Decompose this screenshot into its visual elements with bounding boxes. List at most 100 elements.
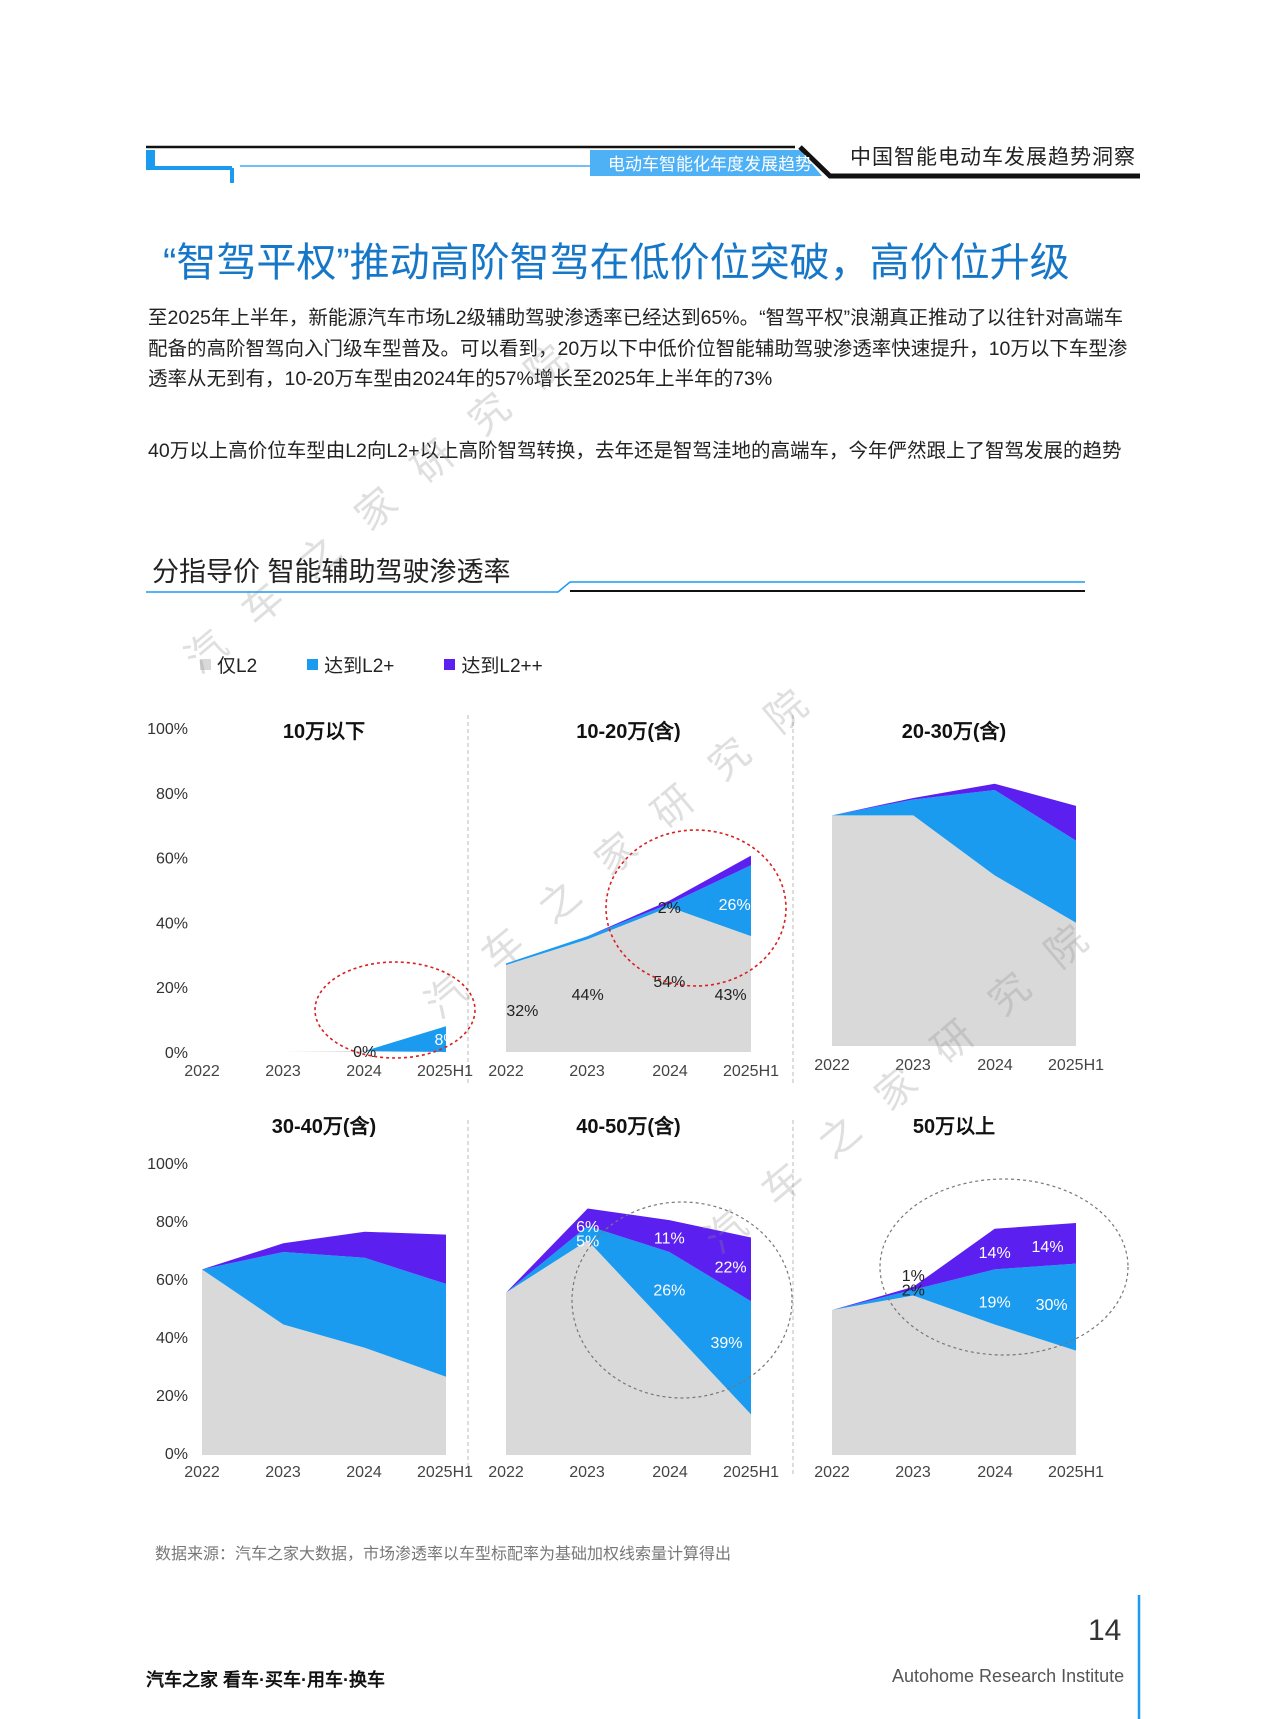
paragraph-2: 40万以上高价位车型由L2向L2+以上高阶智驾转换，去年还是智驾洼地的高端车，今… bbox=[148, 440, 1122, 462]
area-l2plus bbox=[506, 1225, 751, 1415]
area-l2 bbox=[202, 1269, 446, 1455]
legend-label-l2: 仅L2 bbox=[217, 656, 258, 677]
y-tick-label: 60% bbox=[156, 851, 188, 868]
paragraph-1: 至2025年上半年，新能源汽车市场L2级辅助驾驶渗透率已经达到65%。“智驾平权… bbox=[148, 307, 1128, 390]
data-label: 5% bbox=[576, 1233, 599, 1250]
area-l2plus bbox=[202, 1026, 446, 1052]
x-tick-label: 2022 bbox=[488, 1464, 524, 1481]
x-tick-label: 2024 bbox=[977, 1464, 1013, 1481]
chart-title: 10万以下 bbox=[283, 720, 365, 743]
header-report-title: 中国智能电动车发展趋势洞察 bbox=[850, 146, 1136, 169]
x-tick-label: 2022 bbox=[488, 1063, 524, 1080]
data-label: 0% bbox=[353, 1044, 376, 1061]
section-underline bbox=[146, 581, 1085, 593]
area-l2pp bbox=[832, 783, 1076, 841]
legend-swatch-l2plus bbox=[307, 659, 319, 670]
legend-item-l2pp: 达到L2++ bbox=[444, 651, 543, 678]
data-label: 19% bbox=[979, 1294, 1011, 1311]
data-label: 8% bbox=[434, 1032, 457, 1049]
legend-item-l2: 仅L2 bbox=[200, 651, 257, 678]
data-label: 1% bbox=[902, 1268, 925, 1285]
x-tick-label: 2025H1 bbox=[417, 1063, 473, 1080]
page-title: “智驾平权”推动高阶智驾在低价位突破，高价位升级 bbox=[163, 241, 1070, 285]
chart-title: 40-50万(含) bbox=[576, 1114, 680, 1138]
chart-title: 30-40万(含) bbox=[272, 1114, 376, 1138]
area-l2 bbox=[202, 1051, 446, 1052]
y-tick-label: 40% bbox=[156, 915, 188, 932]
x-tick-label: 2024 bbox=[652, 1063, 688, 1080]
highlight-circle bbox=[605, 829, 787, 987]
area-l2plus bbox=[506, 865, 751, 966]
area-l2plus bbox=[832, 1263, 1076, 1351]
x-tick-label: 2023 bbox=[569, 1063, 605, 1080]
data-label: 43% bbox=[715, 987, 747, 1004]
header-section-tab-bg bbox=[590, 150, 822, 176]
area-l2 bbox=[506, 907, 751, 1052]
chart-title: 50万以上 bbox=[913, 1115, 995, 1138]
header-accent-block bbox=[146, 150, 155, 166]
y-tick-label: 40% bbox=[156, 1330, 188, 1347]
footer-institute: Autohome Research Institute bbox=[892, 1666, 1125, 1686]
x-tick-label: 2025H1 bbox=[723, 1464, 779, 1481]
data-label: 26% bbox=[653, 1283, 685, 1300]
data-label: 39% bbox=[710, 1335, 742, 1352]
y-tick-label: 20% bbox=[156, 980, 188, 997]
y-tick-label: 60% bbox=[156, 1272, 188, 1289]
area-l2pp bbox=[202, 1231, 446, 1284]
y-tick-label: 80% bbox=[156, 786, 188, 803]
legend-item-l2plus: 达到L2+ bbox=[307, 651, 394, 678]
legend-swatch-l2pp bbox=[444, 659, 456, 670]
data-label: 30% bbox=[1036, 1297, 1068, 1314]
y-tick-label: 100% bbox=[147, 1156, 188, 1173]
header-decoration bbox=[146, 145, 1140, 183]
highlight-circle bbox=[879, 1178, 1129, 1356]
x-tick-label: 2024 bbox=[977, 1057, 1013, 1074]
area-l2pp bbox=[506, 1208, 751, 1302]
x-tick-label: 2023 bbox=[569, 1464, 605, 1481]
legend-label-l2plus: 达到L2+ bbox=[324, 656, 395, 677]
data-label: 32% bbox=[506, 1003, 538, 1020]
data-label: 2% bbox=[658, 900, 681, 917]
data-label: 6% bbox=[576, 1219, 599, 1236]
x-tick-label: 2022 bbox=[814, 1057, 850, 1074]
area-l2plus bbox=[202, 1252, 446, 1377]
x-tick-label: 2023 bbox=[265, 1063, 301, 1080]
data-label: 11% bbox=[654, 1231, 685, 1248]
y-tick-label: 20% bbox=[156, 1388, 188, 1405]
x-tick-label: 2024 bbox=[346, 1464, 382, 1481]
area-l2 bbox=[832, 815, 1076, 1046]
page-number: 14 bbox=[1088, 1614, 1122, 1647]
x-tick-label: 2023 bbox=[895, 1464, 931, 1481]
header-section-tab: 电动车智能化年度发展趋势 bbox=[608, 155, 812, 174]
footer-divider bbox=[1137, 1595, 1141, 1719]
y-tick-label: 100% bbox=[147, 721, 188, 738]
x-tick-label: 2024 bbox=[346, 1063, 382, 1080]
legend-label-l2pp: 达到L2++ bbox=[461, 656, 543, 677]
section-title: 分指导价 智能辅助驾驶渗透率 bbox=[152, 557, 511, 587]
data-label: 14% bbox=[979, 1245, 1011, 1262]
highlight-circle bbox=[314, 961, 476, 1059]
area-l2pp bbox=[832, 1223, 1076, 1310]
x-tick-label: 2024 bbox=[652, 1464, 688, 1481]
x-tick-label: 2025H1 bbox=[723, 1063, 779, 1080]
data-label: 26% bbox=[719, 897, 751, 914]
x-tick-label: 2022 bbox=[184, 1464, 220, 1481]
y-tick-label: 80% bbox=[156, 1214, 188, 1231]
x-tick-label: 2025H1 bbox=[1048, 1464, 1104, 1481]
x-tick-label: 2023 bbox=[895, 1057, 931, 1074]
y-tick-label: 0% bbox=[165, 1045, 188, 1062]
data-label: 22% bbox=[715, 1260, 747, 1277]
highlight-circle bbox=[571, 1201, 793, 1399]
x-tick-label: 2025H1 bbox=[1048, 1057, 1104, 1074]
chart-title: 20-30万(含) bbox=[902, 719, 1006, 743]
x-tick-label: 2025H1 bbox=[417, 1464, 473, 1481]
data-label: 14% bbox=[1032, 1239, 1064, 1256]
header-rule-right bbox=[798, 145, 1140, 179]
legend-swatch-l2 bbox=[200, 659, 211, 670]
area-l2plus bbox=[832, 790, 1076, 923]
area-l2 bbox=[506, 1240, 751, 1455]
x-tick-label: 2022 bbox=[814, 1464, 850, 1481]
footer-brand: 汽车之家 看车·买车·用车·换车 bbox=[146, 1670, 385, 1690]
y-tick-label: 0% bbox=[165, 1446, 188, 1463]
